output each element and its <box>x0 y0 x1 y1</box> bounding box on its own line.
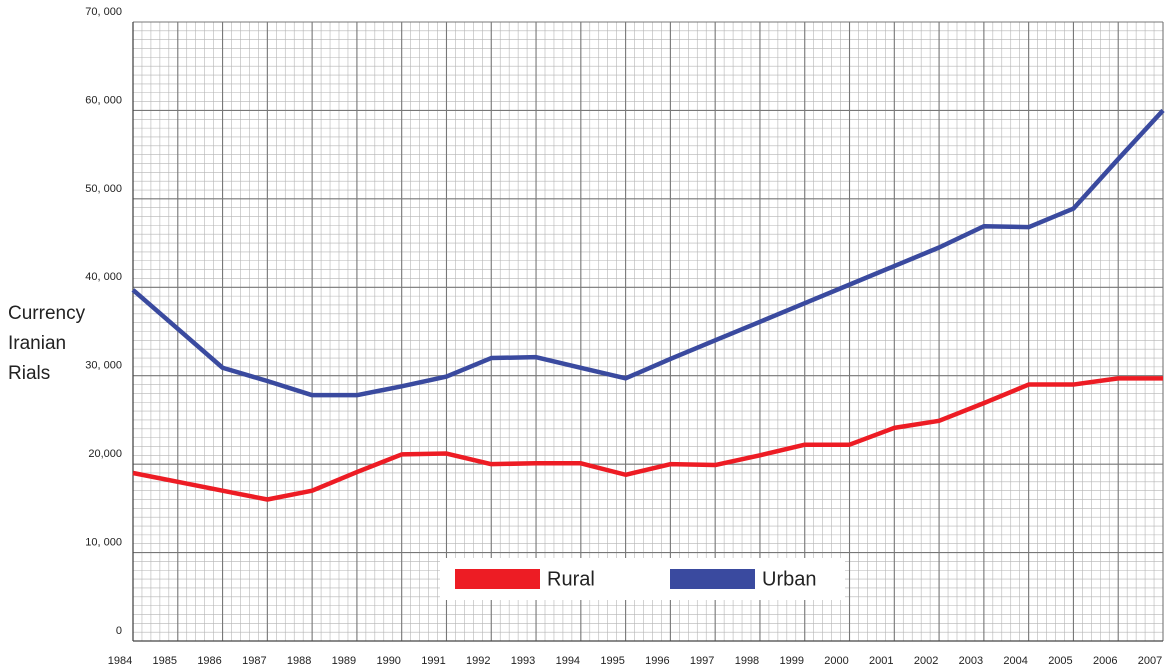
x-tick-label: 2000 <box>824 655 848 667</box>
series-line <box>131 108 1165 398</box>
y-tick-label: 50, 000 <box>85 183 122 195</box>
x-tick-label: 1994 <box>556 655 580 667</box>
legend-swatch <box>670 569 755 589</box>
y-tick-label: 30, 000 <box>85 360 122 372</box>
x-tick-label: 1999 <box>779 655 803 667</box>
x-tick-label: 1986 <box>197 655 221 667</box>
x-tick-label: 1988 <box>287 655 311 667</box>
y-axis-label: Rials <box>8 363 50 384</box>
y-tick-label: 40, 000 <box>85 271 122 283</box>
x-tick-label: 2003 <box>959 655 983 667</box>
y-tick-label: 10, 000 <box>85 536 122 548</box>
major-grid <box>132 21 1164 642</box>
legend-label: Rural <box>547 568 595 590</box>
x-tick-label: 1996 <box>645 655 669 667</box>
x-tick-label: 2005 <box>1048 655 1072 667</box>
labels: 0 10, 000 20,000 30, 000 40, 000 50, 000 60, 0… <box>8 6 1162 667</box>
x-tick-label: 1984 <box>108 655 132 667</box>
legend-swatch <box>455 569 540 589</box>
series-line <box>132 376 1163 502</box>
y-tick-label: 60, 000 <box>85 94 122 106</box>
x-tick-label: 1998 <box>735 655 759 667</box>
x-tick-label: 2007 <box>1138 655 1162 667</box>
x-tick-label: 1992 <box>466 655 490 667</box>
series-lines <box>131 108 1165 502</box>
x-tick-label: 1989 <box>332 655 356 667</box>
y-axis-label: Currency <box>8 303 86 324</box>
y-axis-label: Iranian <box>8 333 66 354</box>
y-tick-label: 70, 000 <box>85 6 122 18</box>
x-tick-label: 1997 <box>690 655 714 667</box>
x-tick-label: 1991 <box>421 655 445 667</box>
x-tick-label: 2004 <box>1003 655 1027 667</box>
x-tick-label: 1985 <box>153 655 177 667</box>
legend-label: Urban <box>762 568 816 590</box>
x-tick-label: 1993 <box>511 655 535 667</box>
legend: Rural Urban <box>455 568 816 590</box>
x-tick-label: 2001 <box>869 655 893 667</box>
y-tick-label: 0 <box>116 625 122 637</box>
x-tick-label: 2006 <box>1093 655 1117 667</box>
x-tick-label: 1995 <box>600 655 624 667</box>
x-tick-label: 1990 <box>376 655 400 667</box>
x-tick-label: 1987 <box>242 655 266 667</box>
y-tick-label: 20,000 <box>88 448 122 460</box>
minor-grid <box>133 22 1163 641</box>
x-tick-label: 2002 <box>914 655 938 667</box>
